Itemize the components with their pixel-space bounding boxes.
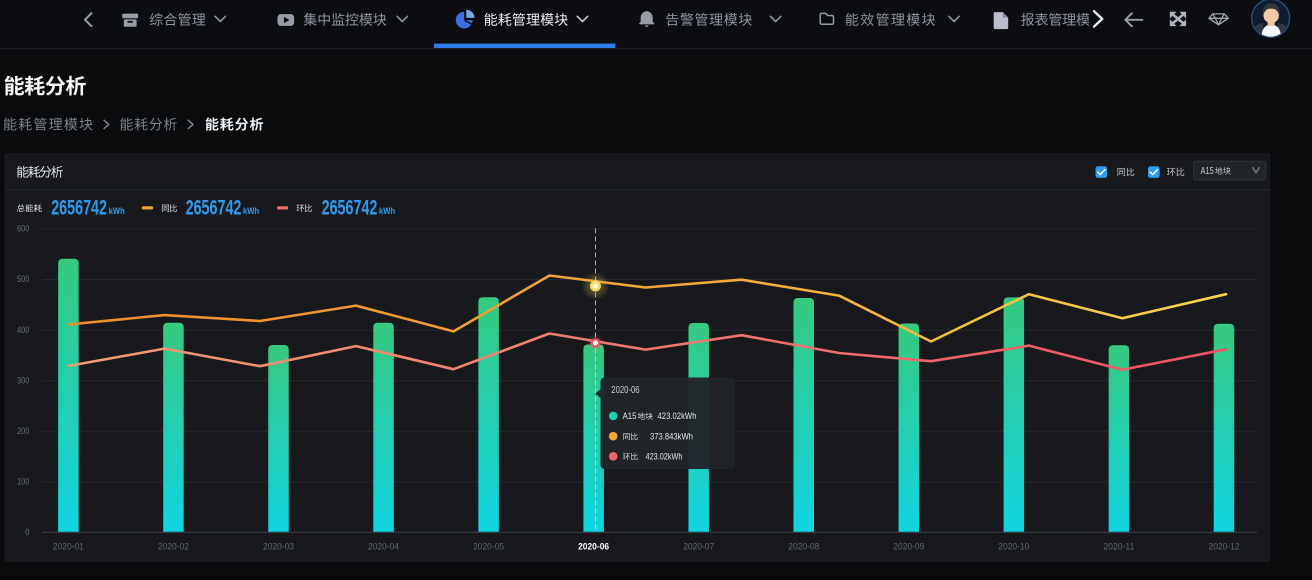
svg-text:A15: A15	[623, 411, 637, 421]
svg-text:200: 200	[17, 426, 29, 437]
svg-text:2020-05: 2020-05	[473, 541, 504, 552]
svg-text:kWh: kWh	[243, 206, 259, 216]
svg-text:2020-08: 2020-08	[788, 541, 819, 552]
svg-text:400: 400	[17, 325, 29, 336]
svg-text:500: 500	[17, 274, 29, 285]
svg-text:2020-02: 2020-02	[158, 541, 189, 552]
svg-text:kWh: kWh	[379, 206, 395, 216]
svg-text:2020-09: 2020-09	[893, 541, 924, 552]
svg-text:2656742: 2656742	[322, 196, 378, 219]
svg-text:600: 600	[17, 224, 29, 235]
svg-text:2020-10: 2020-10	[998, 541, 1029, 552]
svg-text:2020-12: 2020-12	[1209, 541, 1240, 552]
svg-text:0: 0	[25, 527, 29, 538]
svg-text:2020-01: 2020-01	[53, 541, 84, 552]
svg-text:kWh: kWh	[109, 206, 125, 216]
svg-text:A15: A15	[1201, 166, 1215, 177]
svg-text:373.843kWh: 373.843kWh	[650, 431, 693, 441]
svg-text:2020-11: 2020-11	[1103, 541, 1134, 552]
svg-text:423.02kWh: 423.02kWh	[658, 411, 697, 421]
svg-text:100: 100	[17, 477, 29, 488]
svg-text:300: 300	[17, 375, 29, 386]
svg-text:2656742: 2656742	[186, 196, 242, 219]
svg-text:2020-06: 2020-06	[611, 384, 639, 396]
svg-text:423.02kWh: 423.02kWh	[646, 451, 683, 461]
svg-text:2656742: 2656742	[51, 196, 107, 219]
svg-text:2020-07: 2020-07	[683, 541, 714, 552]
svg-text:2020-03: 2020-03	[263, 541, 294, 552]
svg-text:2020-04: 2020-04	[368, 541, 399, 552]
svg-text:2020-06: 2020-06	[578, 541, 609, 552]
